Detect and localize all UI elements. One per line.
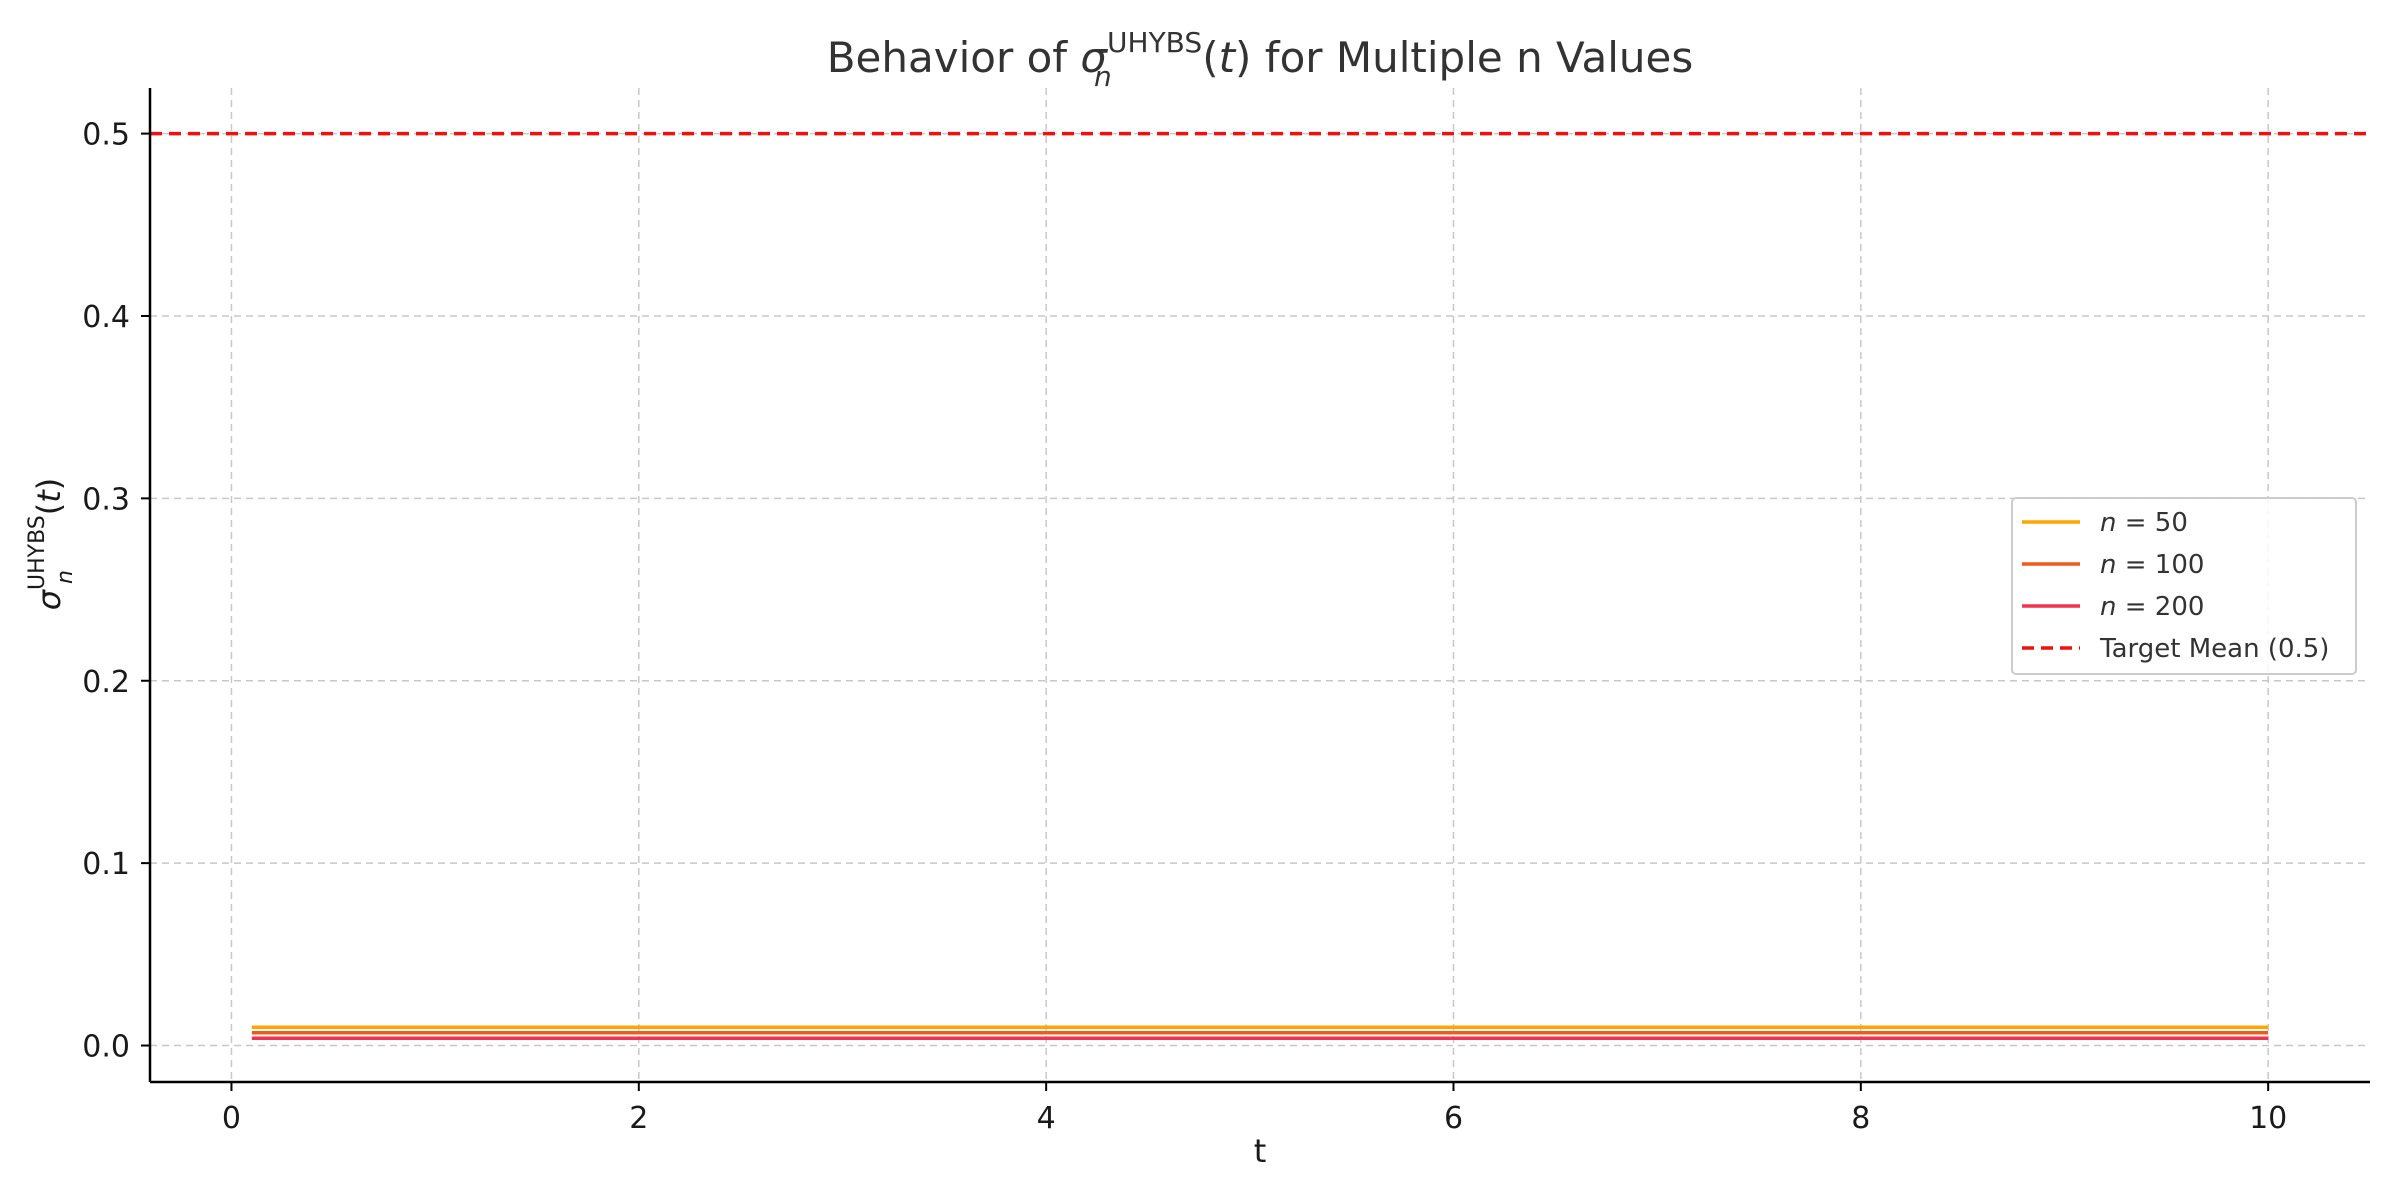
chart-title-open-paren: (: [1202, 33, 1218, 82]
y-axis-label-symbol: σ: [30, 588, 68, 610]
legend-item: Target Mean (0.5): [2022, 634, 2329, 664]
legend-item: n = 50: [2022, 508, 2188, 538]
legend-label-n50-var: n: [2100, 508, 2116, 538]
x-tick-label: 8: [1851, 1101, 1870, 1136]
legend-frame: [2011, 497, 2357, 675]
chart-title-pre: Behavior of: [827, 33, 1081, 82]
legend-item: n = 100: [2022, 550, 2204, 580]
grid: [150, 88, 2370, 1082]
x-axis-label: t: [1254, 1132, 1267, 1170]
legend-label-n50-eq: = 50: [2116, 508, 2187, 538]
y-axis-label-close-paren: ): [30, 478, 68, 490]
legend-label-n100-var: n: [2100, 550, 2116, 580]
chart-title-superscript: UHYBS: [1107, 26, 1202, 59]
legend-label-target-mean: Target Mean (0.5): [2099, 634, 2329, 664]
series-layer: [150, 131, 2370, 1040]
chart-title-arg: t: [1219, 33, 1237, 82]
y-tick-label: 0.3: [82, 482, 130, 517]
legend-item: n = 200: [2022, 592, 2204, 622]
legend-label-n100-eq: = 100: [2116, 550, 2204, 580]
y-axis-label: σUHYBS(t) n: [25, 478, 78, 611]
x-tick-label: 4: [1037, 1101, 1056, 1136]
x-tick-label: 0: [222, 1101, 241, 1136]
svg-text:n = 100: n = 100: [2100, 550, 2204, 580]
svg-text:n = 50: n = 50: [2100, 508, 2188, 538]
x-tick-label: 10: [2249, 1101, 2287, 1136]
svg-text:n = 200: n = 200: [2100, 592, 2204, 622]
y-tick-label: 0.5: [82, 118, 130, 153]
legend-label-n200-var: n: [2100, 592, 2116, 622]
legend: n = 50 n = 100 n = 200 Target Mean (0.5): [2011, 497, 2357, 675]
axes: 0 2 4 6 8 10 0.0 0.1 0.2 0.3 0.4 0.5: [82, 88, 2370, 1136]
y-axis-label-open-paren: (: [30, 503, 68, 515]
chart-title-subscript: n: [1094, 60, 1112, 93]
y-tick-label: 0.2: [82, 665, 130, 700]
y-tick-label: 0.1: [82, 847, 130, 882]
legend-label-n200-eq: = 200: [2116, 592, 2204, 622]
y-tick-label: 0.4: [82, 300, 130, 335]
y-axis-label-superscript: UHYBS: [25, 515, 50, 590]
svg-text:σUHYBS(t): σUHYBS(t): [25, 478, 68, 611]
chart-title: Behavior of σUHYBS(t) for Multiple n Val…: [827, 26, 1694, 82]
x-tick-label: 2: [629, 1101, 648, 1136]
y-axis-label-subscript: n: [53, 570, 78, 584]
chart-title-post: ) for Multiple n Values: [1235, 33, 1693, 82]
y-tick-label: 0.0: [82, 1030, 130, 1065]
x-tick-label: 6: [1444, 1101, 1463, 1136]
y-axis-label-arg: t: [30, 489, 68, 503]
chart-title-symbol: σ: [1080, 33, 1108, 82]
